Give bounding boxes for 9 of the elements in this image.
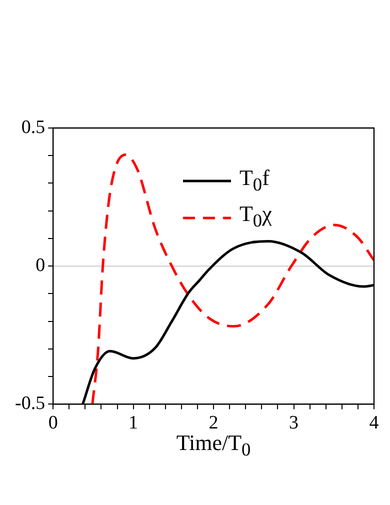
line-series bbox=[91, 154, 374, 404]
y-tick-label: 0.5 bbox=[21, 116, 46, 138]
x-tick-label: 1 bbox=[128, 412, 138, 434]
x-tick-label: 3 bbox=[289, 412, 299, 434]
legend-label: T$_{0}$f bbox=[239, 164, 270, 196]
x-tick-label: 4 bbox=[369, 412, 380, 434]
y-tick-label: -0.5 bbox=[15, 393, 46, 414]
legend-label: T$_{0}$χ bbox=[239, 200, 272, 233]
y-tick-label: 0 bbox=[36, 255, 46, 276]
